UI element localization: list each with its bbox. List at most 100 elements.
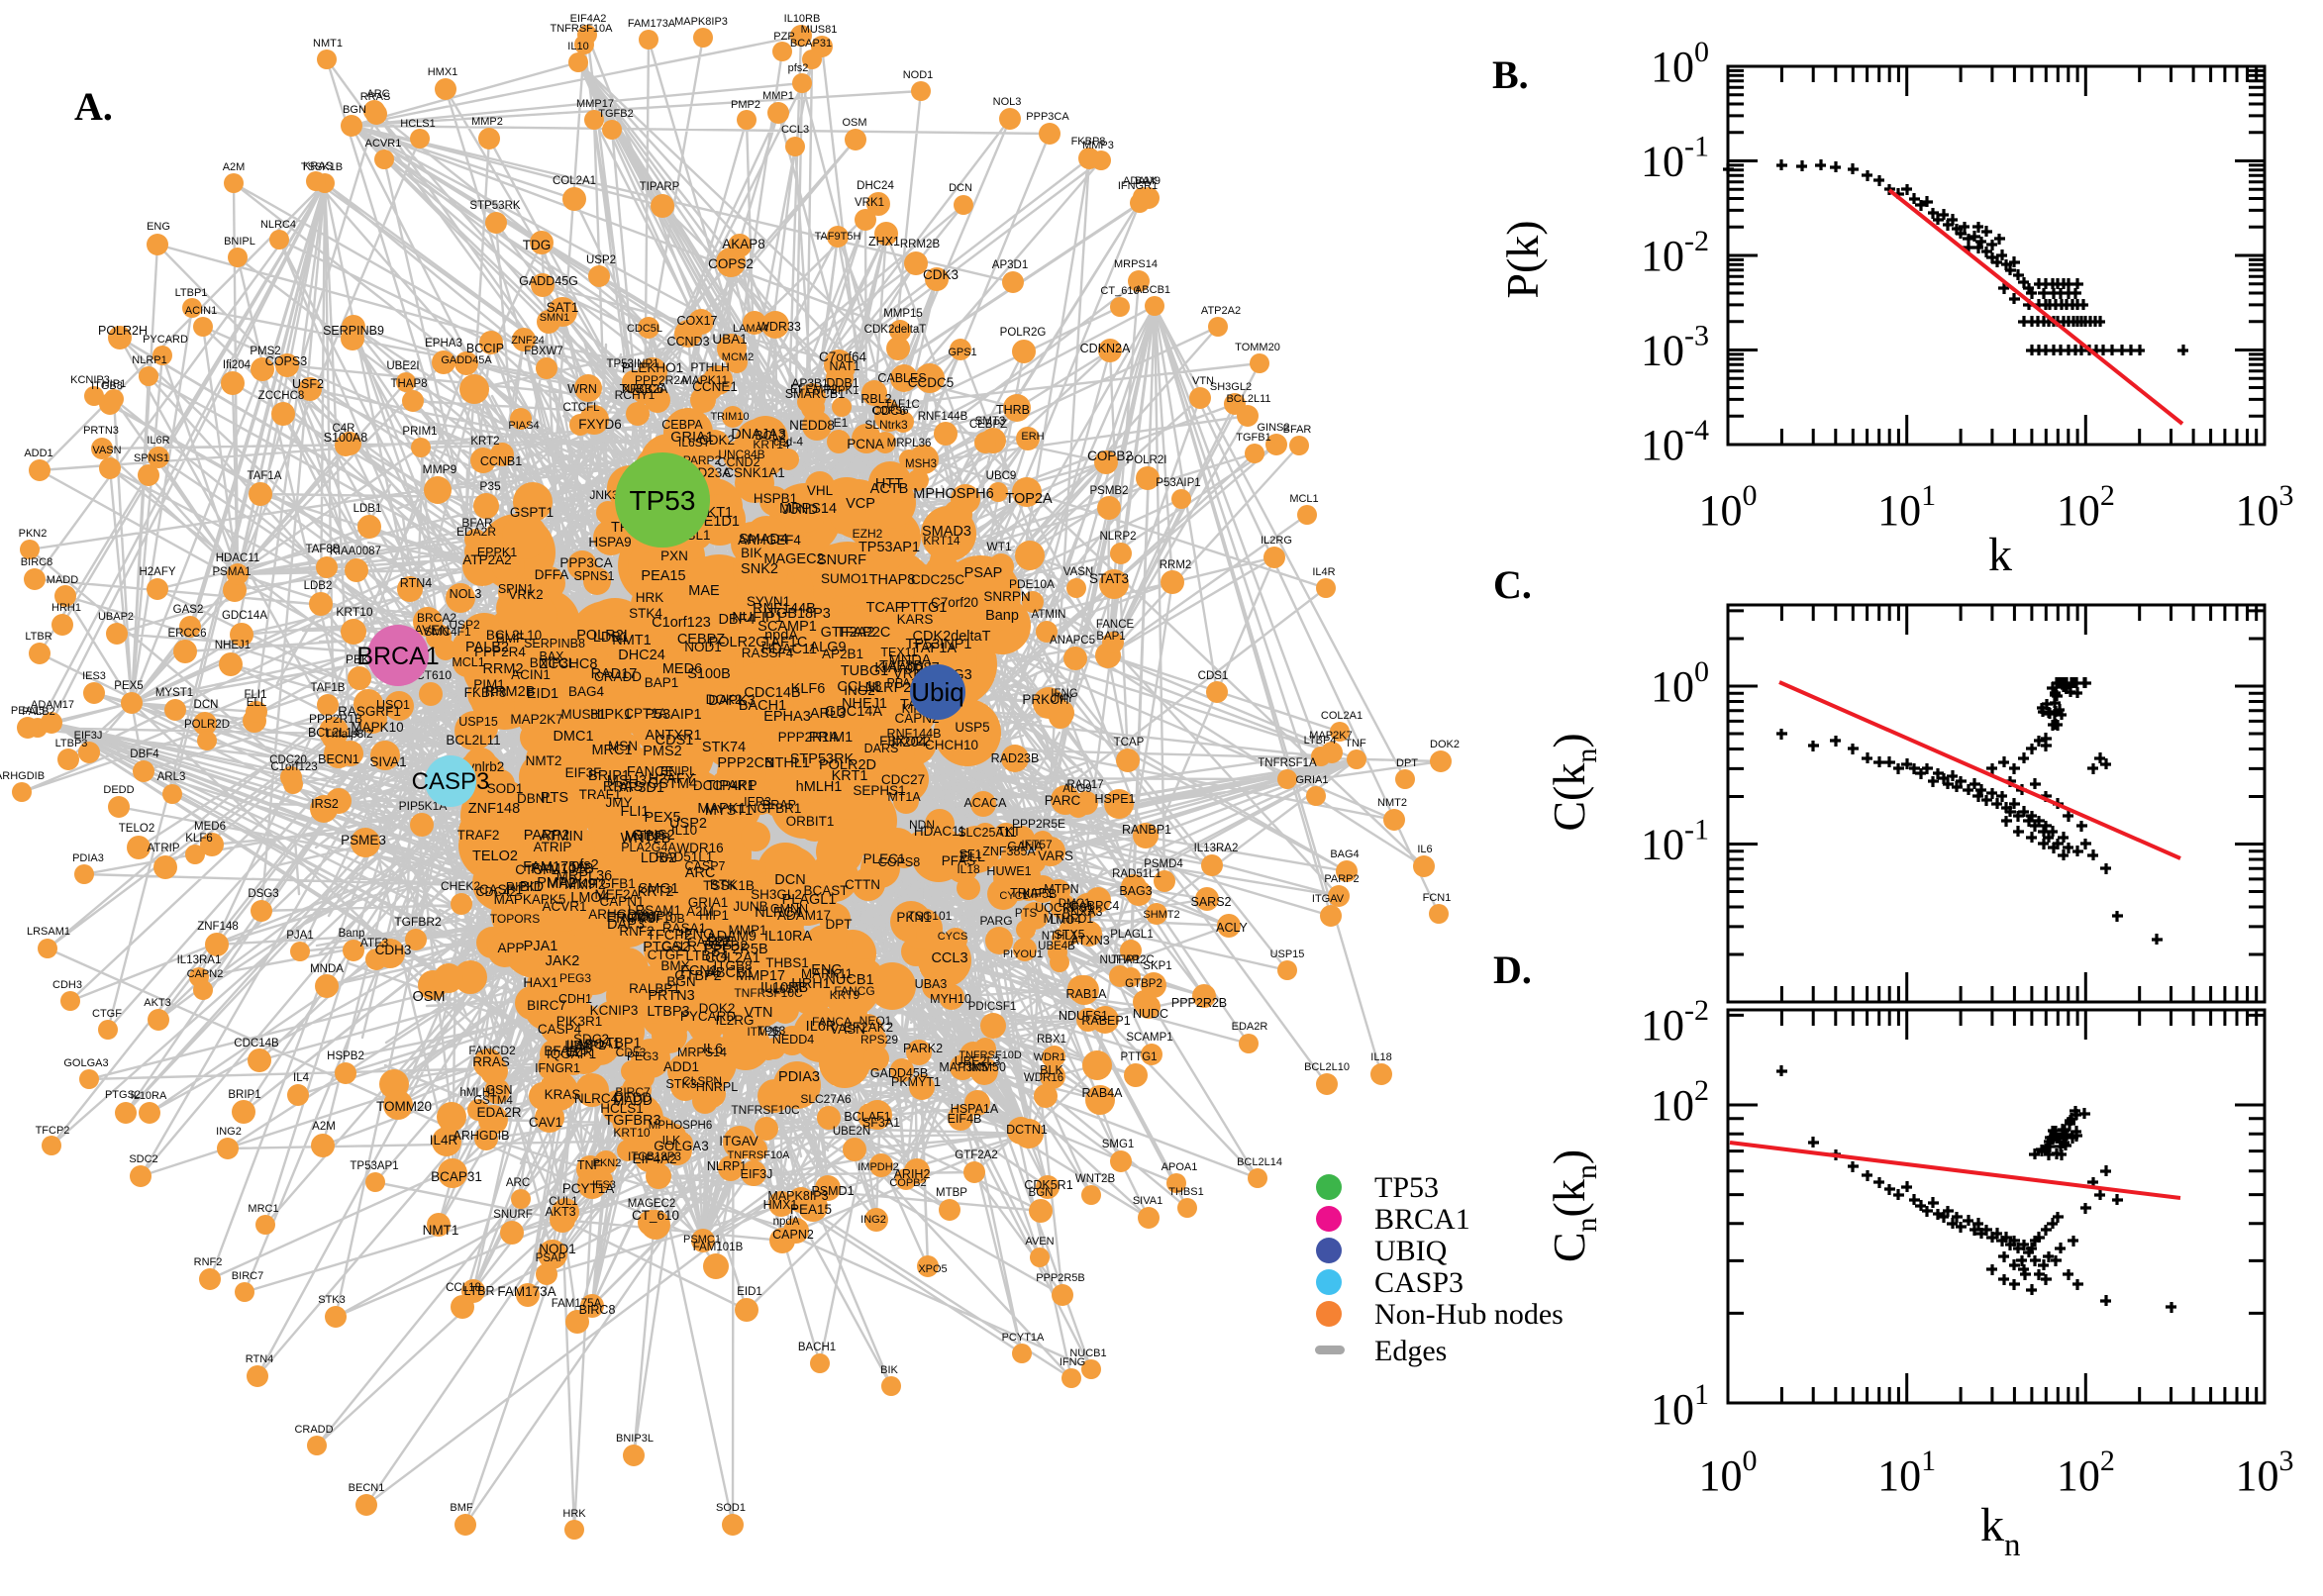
svg-text:KRT10: KRT10 (613, 1126, 650, 1140)
svg-text:CTCFL: CTCFL (562, 402, 600, 414)
svg-text:KRT10: KRT10 (336, 605, 372, 619)
svg-text:DOK2: DOK2 (1430, 739, 1460, 750)
svg-text:AP3B1: AP3B1 (791, 376, 829, 390)
svg-text:TP53AP1: TP53AP1 (858, 540, 920, 555)
svg-text:TGFB1: TGFB1 (1236, 432, 1270, 444)
svg-text:NOD1: NOD1 (684, 640, 722, 654)
svg-text:ITGB8: ITGB8 (713, 958, 752, 973)
svg-text:PDICSF1: PDICSF1 (968, 1001, 1017, 1013)
svg-text:ENG: ENG (147, 221, 170, 233)
svg-text:NAT1: NAT1 (829, 359, 859, 373)
svg-text:HAX1: HAX1 (523, 975, 557, 990)
svg-text:VCP: VCP (846, 496, 875, 512)
svg-text:TRAF2: TRAF2 (457, 828, 500, 843)
svg-text:ERH: ERH (1021, 431, 1044, 443)
svg-text:BCAP31: BCAP31 (431, 1169, 482, 1184)
svg-text:Banp: Banp (985, 608, 1019, 624)
svg-text:ARHGDIB: ARHGDIB (0, 770, 45, 782)
svg-text:MAP2K7: MAP2K7 (1309, 730, 1352, 742)
svg-text:SLC27A6: SLC27A6 (800, 1092, 852, 1106)
svg-text:SNRPN: SNRPN (983, 589, 1030, 604)
svg-text:GRIA1: GRIA1 (688, 895, 729, 910)
svg-text:WDR16: WDR16 (1024, 1072, 1063, 1084)
svg-text:PDE10A: PDE10A (1009, 577, 1055, 591)
svg-text:Tnfaip8l2: Tnfaip8l2 (324, 727, 373, 741)
svg-text:ACACA: ACACA (963, 796, 1007, 810)
svg-text:HSPB2: HSPB2 (327, 1050, 364, 1062)
svg-text:PSME3: PSME3 (341, 833, 386, 848)
svg-text:ERCC6: ERCC6 (168, 628, 207, 640)
svg-text:PMS2: PMS2 (250, 346, 280, 357)
svg-text:BAX: BAX (539, 649, 564, 663)
svg-text:PIYOU1: PIYOU1 (1003, 948, 1043, 960)
svg-text:LTBP1: LTBP1 (175, 287, 208, 299)
svg-text:HSPA1A: HSPA1A (951, 1102, 999, 1116)
svg-text:CCNB1: CCNB1 (480, 454, 522, 468)
svg-text:JUNB: JUNB (733, 899, 767, 914)
svg-text:AVEN: AVEN (1025, 1236, 1054, 1247)
svg-text:UBE2I: UBE2I (386, 360, 419, 372)
svg-text:RTN4: RTN4 (400, 576, 432, 590)
svg-text:LTBR: LTBR (25, 631, 51, 643)
svg-text:SYVN1: SYVN1 (747, 594, 790, 609)
svg-text:BCL2L11: BCL2L11 (1226, 393, 1270, 405)
svg-text:FAM173A: FAM173A (497, 1284, 556, 1299)
svg-text:BAP1: BAP1 (645, 675, 679, 690)
svg-text:RAD23B: RAD23B (991, 751, 1040, 765)
svg-text:CYC1: CYC1 (999, 890, 1028, 902)
svg-text:TNFRSF10A: TNFRSF10A (728, 1149, 791, 1161)
svg-text:IL6: IL6 (1417, 844, 1432, 855)
svg-text:HTT: HTT (875, 476, 903, 492)
svg-text:DMC1: DMC1 (1059, 898, 1091, 910)
svg-text:ING2: ING2 (216, 1126, 242, 1138)
svg-text:THBS1: THBS1 (1168, 1186, 1203, 1198)
svg-text:CDC42: CDC42 (476, 885, 517, 899)
svg-text:FXYD6: FXYD6 (578, 417, 622, 432)
svg-text:GOLGA3: GOLGA3 (63, 1057, 108, 1069)
svg-text:UNC84B: UNC84B (718, 448, 764, 461)
svg-text:MMP15: MMP15 (883, 308, 923, 320)
svg-text:IL2RG: IL2RG (1261, 535, 1292, 547)
svg-text:RNF144B: RNF144B (918, 411, 968, 423)
svg-text:OSM: OSM (412, 989, 445, 1005)
svg-text:FCN1: FCN1 (1423, 892, 1452, 904)
svg-text:MUS81: MUS81 (801, 24, 838, 36)
svg-text:EDA2R: EDA2R (456, 525, 496, 539)
svg-text:ZNF148: ZNF148 (197, 921, 239, 933)
svg-text:C7orf20: C7orf20 (931, 595, 978, 610)
svg-text:EID1: EID1 (527, 686, 558, 702)
svg-text:IL4: IL4 (293, 1072, 310, 1084)
svg-text:PDIA3: PDIA3 (72, 852, 104, 864)
svg-text:NUCB1: NUCB1 (1069, 1347, 1106, 1359)
svg-text:TFCP2: TFCP2 (36, 1125, 70, 1137)
svg-text:SH3GL2: SH3GL2 (1210, 381, 1252, 393)
svg-text:EPHA3: EPHA3 (425, 338, 462, 349)
svg-text:ING2: ING2 (844, 683, 875, 698)
svg-text:MTBP: MTBP (936, 1187, 967, 1199)
svg-text:DEDD: DEDD (103, 784, 134, 796)
svg-text:EPPK1: EPPK1 (477, 546, 517, 559)
svg-text:ANAPC5: ANAPC5 (1050, 635, 1095, 647)
svg-text:TNFRSF10C: TNFRSF10C (731, 1103, 800, 1117)
svg-text:PCNA: PCNA (847, 437, 884, 451)
svg-text:VTN: VTN (1192, 375, 1214, 387)
svg-text:LAMA4: LAMA4 (733, 323, 768, 335)
svg-text:CAPN2: CAPN2 (187, 968, 224, 980)
svg-text:ZHX1: ZHX1 (868, 235, 900, 249)
svg-text:PEA15: PEA15 (641, 568, 685, 584)
svg-text:PPP2R5B: PPP2R5B (1036, 1272, 1085, 1284)
svg-text:TGFB2: TGFB2 (598, 108, 633, 120)
svg-text:SOD1: SOD1 (716, 1502, 746, 1514)
svg-text:NMT2: NMT2 (526, 753, 562, 768)
svg-text:MSN: MSN (608, 739, 638, 753)
svg-text:TAF9T5H: TAF9T5H (815, 231, 861, 243)
svg-text:PPP3CA: PPP3CA (1026, 111, 1069, 123)
svg-text:FANCA: FANCA (812, 1015, 852, 1029)
svg-text:ITGB18P3: ITGB18P3 (628, 1151, 681, 1163)
svg-text:CRADD: CRADD (594, 669, 642, 684)
svg-text:TUBG1: TUBG1 (841, 663, 888, 679)
svg-text:BECN1: BECN1 (318, 752, 359, 766)
svg-text:ORBIT1: ORBIT1 (786, 814, 835, 829)
svg-text:PARG: PARG (979, 914, 1012, 928)
svg-text:CAV1: CAV1 (529, 1115, 562, 1130)
